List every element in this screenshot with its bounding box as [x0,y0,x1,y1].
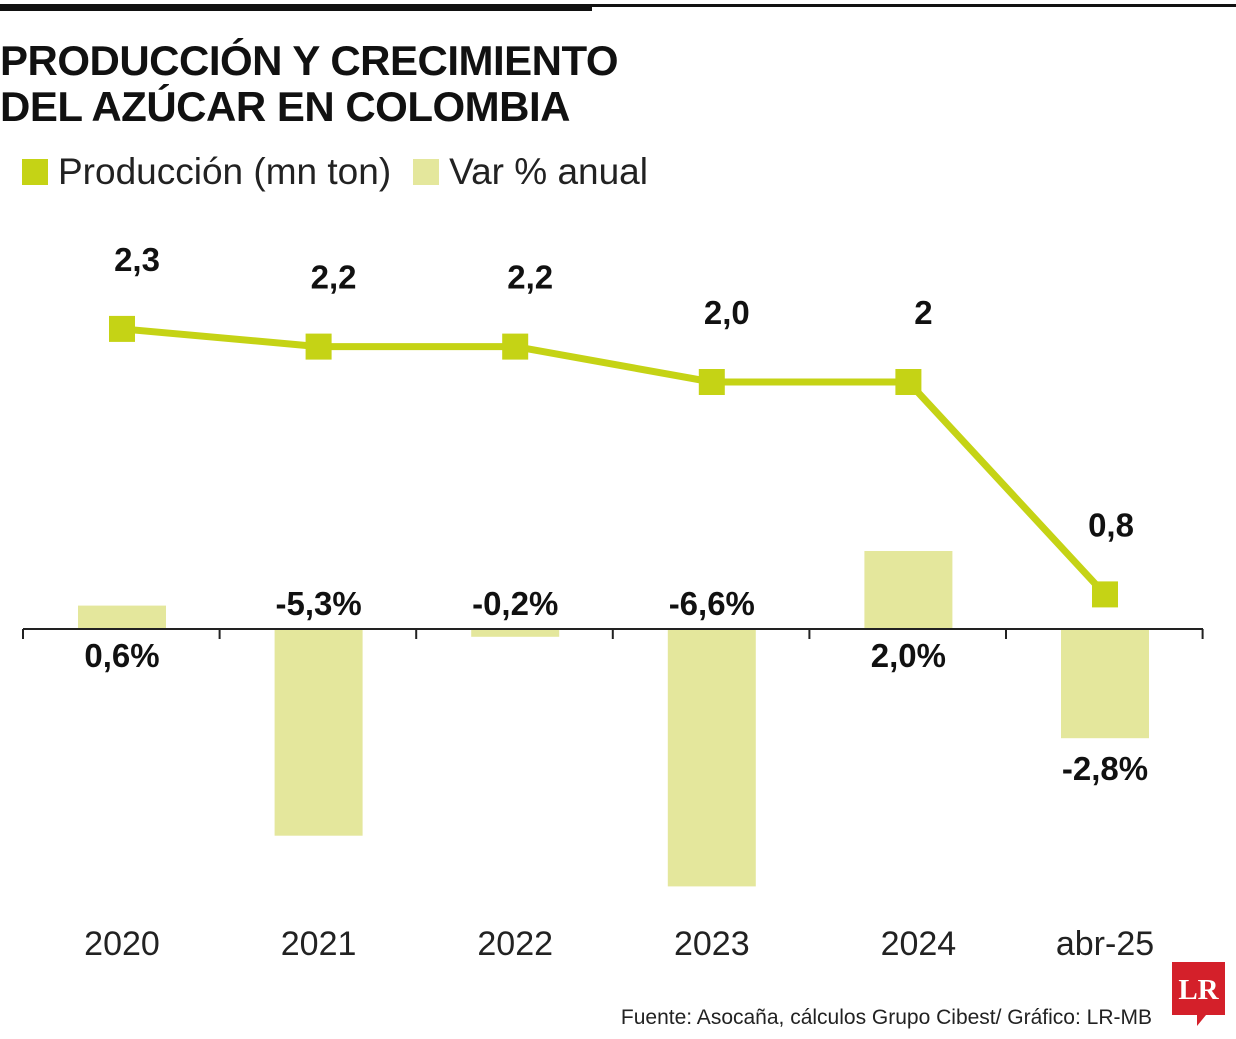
lr-logo: LR [1172,962,1225,1026]
line-point-2020 [109,315,135,342]
chart-title-line-2: DEL AZÚCAR EN COLOMBIA [0,83,571,130]
bar-label-2024: 2,0% [871,637,946,674]
x-tick-label-abr-25: abr-25 [1056,925,1154,963]
bar-label-2021: -5,3% [275,585,361,622]
line-point-2022 [502,333,529,360]
bar-label-abr-25: -2,8% [1062,750,1148,787]
legend: Producción (mn ton) Var % anual [22,150,670,194]
line-label-2020: 2,3 [114,241,160,278]
line-point-2023 [698,369,725,395]
line-label-2023: 2,0 [704,294,750,331]
bar-label-2023: -6,6% [669,585,755,622]
chart-title-line-1: PRODUCCIÓN Y CRECIMIENTO [0,37,619,84]
line-label-2022: 2,2 [507,259,553,296]
lr-logo-text: LR [1178,974,1219,1006]
top-rule-thin [592,4,1236,7]
line-point-2021 [305,333,332,360]
legend-item-variation: Var % anual [413,151,648,193]
x-tick-label-2021: 2021 [281,925,357,963]
legend-swatch-production [22,159,48,185]
line-point-abr-25 [1092,581,1118,608]
bar-2022 [471,629,560,637]
bar-2020 [78,605,166,629]
x-tick-label-2023: 2023 [674,925,750,963]
line-point-2024 [895,369,922,395]
legend-swatch-variation [413,159,440,185]
bar-2023 [667,629,756,887]
line-label-abr-25: 0,8 [1088,506,1134,543]
legend-item-production: Producción (mn ton) [22,151,391,193]
legend-label-variation: Var % anual [449,151,648,192]
line-label-2021: 2,2 [311,259,357,296]
line-label-2024: 2 [914,294,932,331]
bar-abr-25 [1061,629,1149,739]
x-tick-label-2022: 2022 [477,925,553,963]
chart-title: PRODUCCIÓN Y CRECIMIENTO DEL AZÚCAR EN C… [0,37,619,130]
source-note: Fuente: Asocaña, cálculos Grupo Cibest/ … [620,1006,1152,1029]
x-tick-label-2020: 2020 [84,925,160,963]
top-rule [0,0,1236,11]
bar-2021 [274,629,363,836]
bar-2024 [864,551,953,629]
production-line [121,325,1108,597]
top-rule-thick [0,4,592,11]
chart-plot: 0,6% -5,3% -0,2% -6,6% 2,0% -2,8% 2,3 2,2 2,2 2,0… [22,241,1204,963]
legend-label-production: Producción (mn ton) [58,151,392,192]
bar-label-2020: 0,6% [84,637,159,674]
x-tick-label-2024: 2024 [881,925,957,963]
bar-label-2022: -0,2% [472,585,558,622]
